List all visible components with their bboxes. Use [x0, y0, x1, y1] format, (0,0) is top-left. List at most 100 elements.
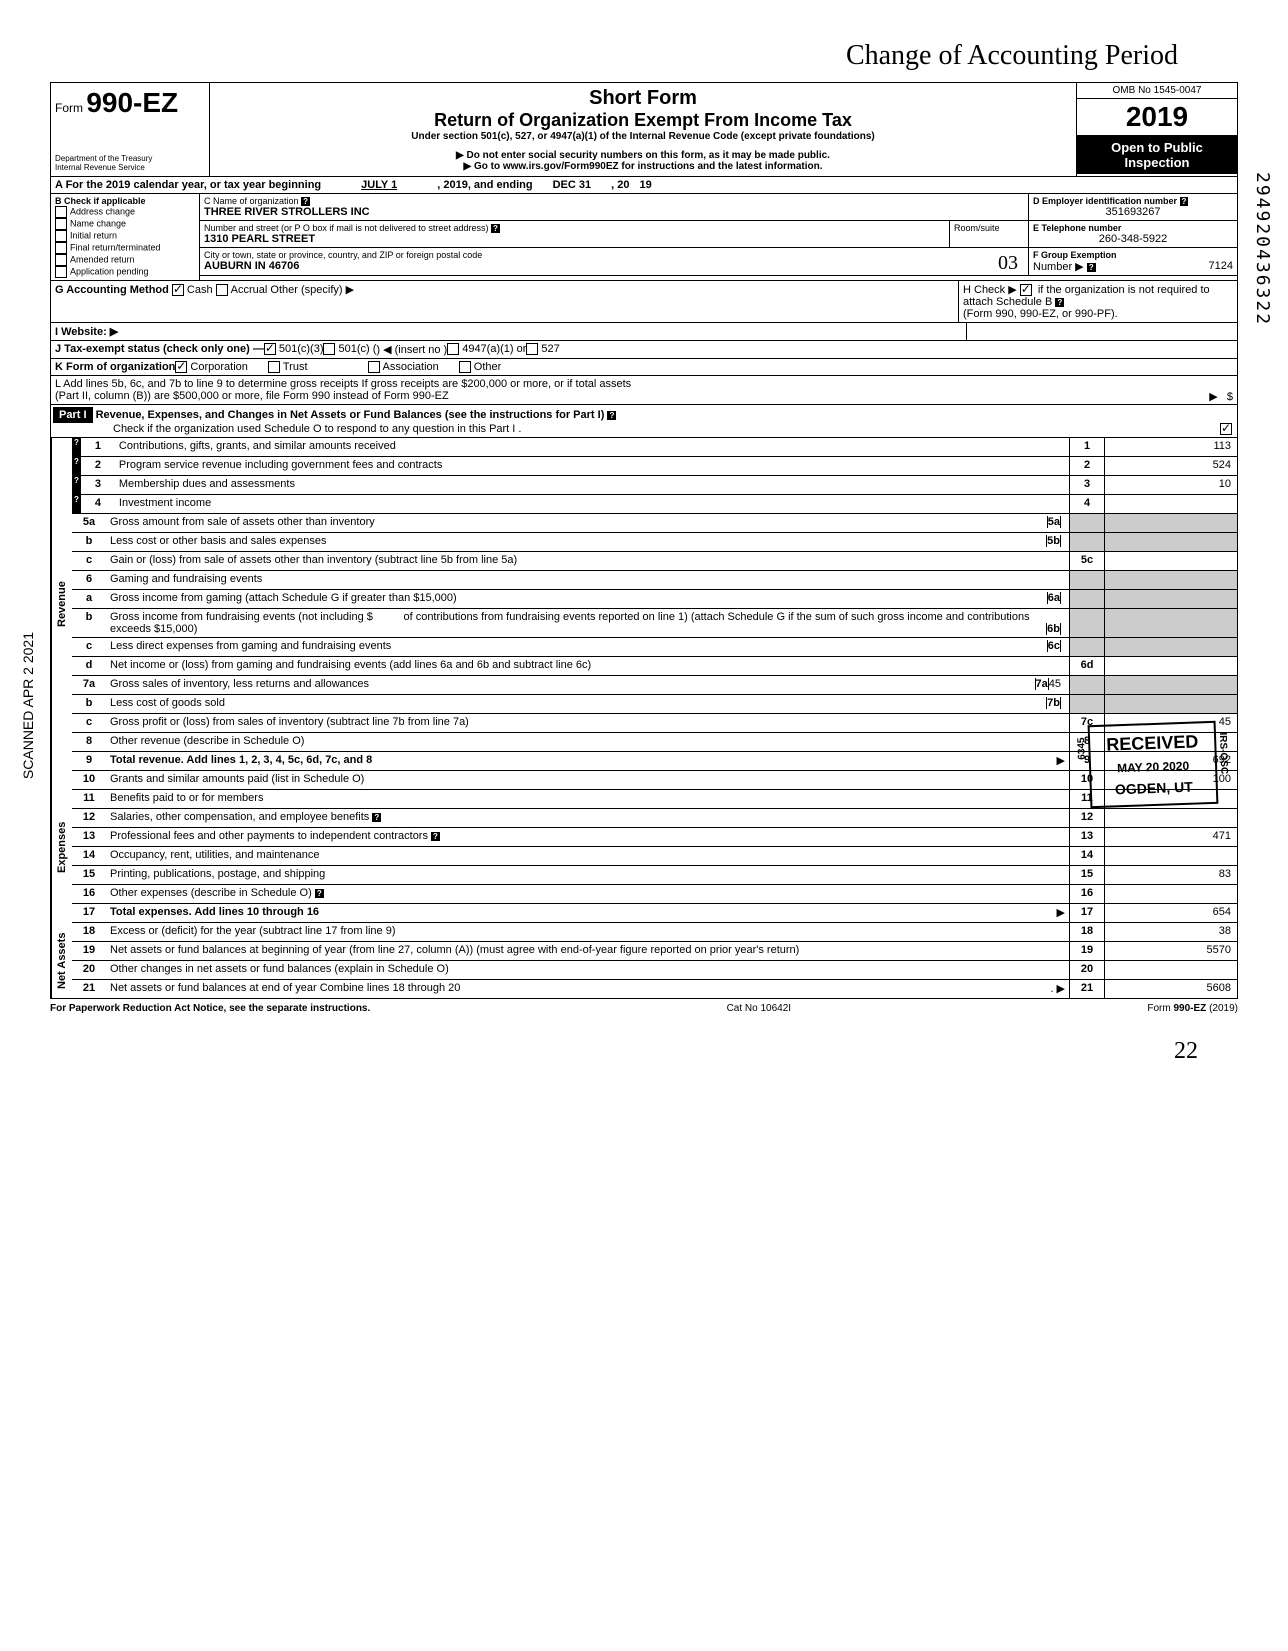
line-3-desc: Membership dues and assessments [115, 476, 1069, 494]
line-6a-num: a [72, 590, 106, 608]
check-h-label: H Check ▶ [963, 284, 1017, 296]
line-16-val [1105, 885, 1237, 903]
line-20-box: 20 [1069, 961, 1105, 979]
help-icon[interactable]: ? [315, 889, 324, 898]
check-final-return[interactable]: Final return/terminated [55, 242, 195, 254]
line-19-num: 19 [72, 942, 106, 960]
help-icon[interactable]: ? [301, 197, 310, 206]
check-application-pending[interactable]: Application pending [55, 266, 195, 278]
line-16-num: 16 [72, 885, 106, 903]
check-amended[interactable]: Amended return [55, 254, 195, 266]
check-other-org[interactable]: Other [459, 361, 502, 373]
line-18-desc: Excess or (deficit) for the year (subtra… [106, 923, 1069, 941]
check-association[interactable]: Association [368, 361, 439, 373]
line-15-desc: Printing, publications, postage, and shi… [106, 866, 1069, 884]
line-15-num: 15 [72, 866, 106, 884]
check-h-box[interactable] [1020, 284, 1032, 296]
subtitle-3: ▶ Go to www.irs.gov/Form990EZ for instru… [214, 161, 1072, 172]
line-15-val: 83 [1105, 866, 1237, 884]
line-16-desc: Other expenses (describe in Schedule O) … [106, 885, 1069, 903]
line-21-box: 21 [1069, 980, 1105, 998]
part1-schedule-o-check[interactable] [1220, 423, 1232, 435]
help-icon[interactable]: ? [491, 224, 500, 233]
help-icon[interactable]: ? [72, 476, 81, 494]
line-6-desc: Gaming and fundraising events [106, 571, 1069, 589]
line-18-val: 38 [1105, 923, 1237, 941]
check-527[interactable]: 527 [526, 343, 559, 356]
line-7a-num: 7a [72, 676, 106, 694]
line-13-num: 13 [72, 828, 106, 846]
line-5c-num: c [72, 552, 106, 570]
addr-label: Number and street (or P O box if mail is… [204, 223, 488, 233]
omb-number: OMB No 1545-0047 [1077, 83, 1237, 99]
line-14-val [1105, 847, 1237, 865]
part-1-label: Part I [53, 407, 93, 423]
help-icon[interactable]: ? [607, 411, 616, 420]
check-501c[interactable]: 501(c) ( [323, 343, 376, 356]
line-19-box: 19 [1069, 942, 1105, 960]
line-11-num: 11 [72, 790, 106, 808]
line-14-num: 14 [72, 847, 106, 865]
line-12-val [1105, 809, 1237, 827]
help-icon[interactable]: ? [72, 457, 81, 475]
line-6d-num: d [72, 657, 106, 675]
check-address-change[interactable]: Address change [55, 206, 195, 218]
line-13-box: 13 [1069, 828, 1105, 846]
check-name-change[interactable]: Name change [55, 218, 195, 230]
check-h-text2: (Form 990, 990-EZ, or 990-PF). [963, 308, 1233, 320]
line-11-desc: Benefits paid to or for members [106, 790, 1069, 808]
period-begin: JULY 1 [361, 179, 397, 191]
line-6d-desc: Net income or (loss) from gaming and fun… [106, 657, 1069, 675]
line-9-desc: Total revenue. Add lines 1, 2, 3, 4, 5c,… [106, 752, 1069, 770]
check-501c3[interactable]: 501(c)(3) [264, 343, 324, 356]
expenses-section-label: Expenses [51, 771, 72, 923]
period-year-prefix: , 20 [611, 179, 629, 191]
line-3-box: 3 [1069, 476, 1105, 494]
department: Department of the Treasury Internal Reve… [55, 154, 205, 172]
check-initial-return[interactable]: Initial return [55, 230, 195, 242]
check-4947[interactable]: 4947(a)(1) or [447, 343, 526, 356]
check-accrual[interactable]: Accrual [216, 284, 268, 296]
line-3-val: 10 [1105, 476, 1237, 494]
line-5b-desc: Less cost or other basis and sales expen… [106, 533, 1069, 551]
handwritten-note: Change of Accounting Period [50, 40, 1238, 72]
line-7c-desc: Gross profit or (loss) from sales of inv… [106, 714, 1069, 732]
short-form-title: Short Form [214, 87, 1072, 110]
line-2-val: 524 [1105, 457, 1237, 475]
accounting-other[interactable]: Other (specify) ▶ [270, 284, 354, 296]
phone-label: E Telephone number [1033, 223, 1233, 233]
line-12-num: 12 [72, 809, 106, 827]
help-icon[interactable]: ? [1055, 298, 1064, 307]
line-6a-desc: Gross income from gaming (attach Schedul… [106, 590, 1069, 608]
form-org-label: K Form of organization [55, 361, 175, 373]
website-label: I Website: ▶ [51, 323, 967, 340]
period-end-month: DEC 31 [553, 179, 592, 191]
line-6-num: 6 [72, 571, 106, 589]
line-5b-num: b [72, 533, 106, 551]
help-icon[interactable]: ? [372, 813, 381, 822]
line-17-num: 17 [72, 904, 106, 922]
check-corporation[interactable]: Corporation [175, 361, 247, 373]
help-icon[interactable]: ? [72, 495, 81, 513]
check-cash[interactable]: Cash [172, 284, 213, 296]
line-4-num: 4 [81, 495, 115, 513]
period-mid: , 2019, and ending [437, 179, 532, 191]
help-icon[interactable]: ? [1180, 197, 1189, 206]
page-number: 22 [50, 1038, 1238, 1065]
org-name-label: C Name of organization [204, 196, 299, 206]
check-trust[interactable]: Trust [268, 361, 308, 373]
line-5c-desc: Gain or (loss) from sale of assets other… [106, 552, 1069, 570]
help-icon[interactable]: ? [431, 832, 440, 841]
line-6b-desc: Gross income from fundraising events (no… [106, 609, 1069, 637]
line-l-text2: (Part II, column (B)) are $500,000 or mo… [55, 390, 449, 402]
line-4-desc: Investment income [115, 495, 1069, 513]
help-icon[interactable]: ? [72, 438, 81, 456]
line-2-desc: Program service revenue including govern… [115, 457, 1069, 475]
line-19-val: 5570 [1105, 942, 1237, 960]
help-icon[interactable]: ? [1087, 263, 1096, 272]
subtitle-1: Under section 501(c), 527, or 4947(a)(1)… [214, 131, 1072, 142]
line-14-desc: Occupancy, rent, utilities, and maintena… [106, 847, 1069, 865]
line-21-num: 21 [72, 980, 106, 998]
line-1-val: 113 [1105, 438, 1237, 456]
group-number-label: Number ▶ [1033, 261, 1084, 273]
